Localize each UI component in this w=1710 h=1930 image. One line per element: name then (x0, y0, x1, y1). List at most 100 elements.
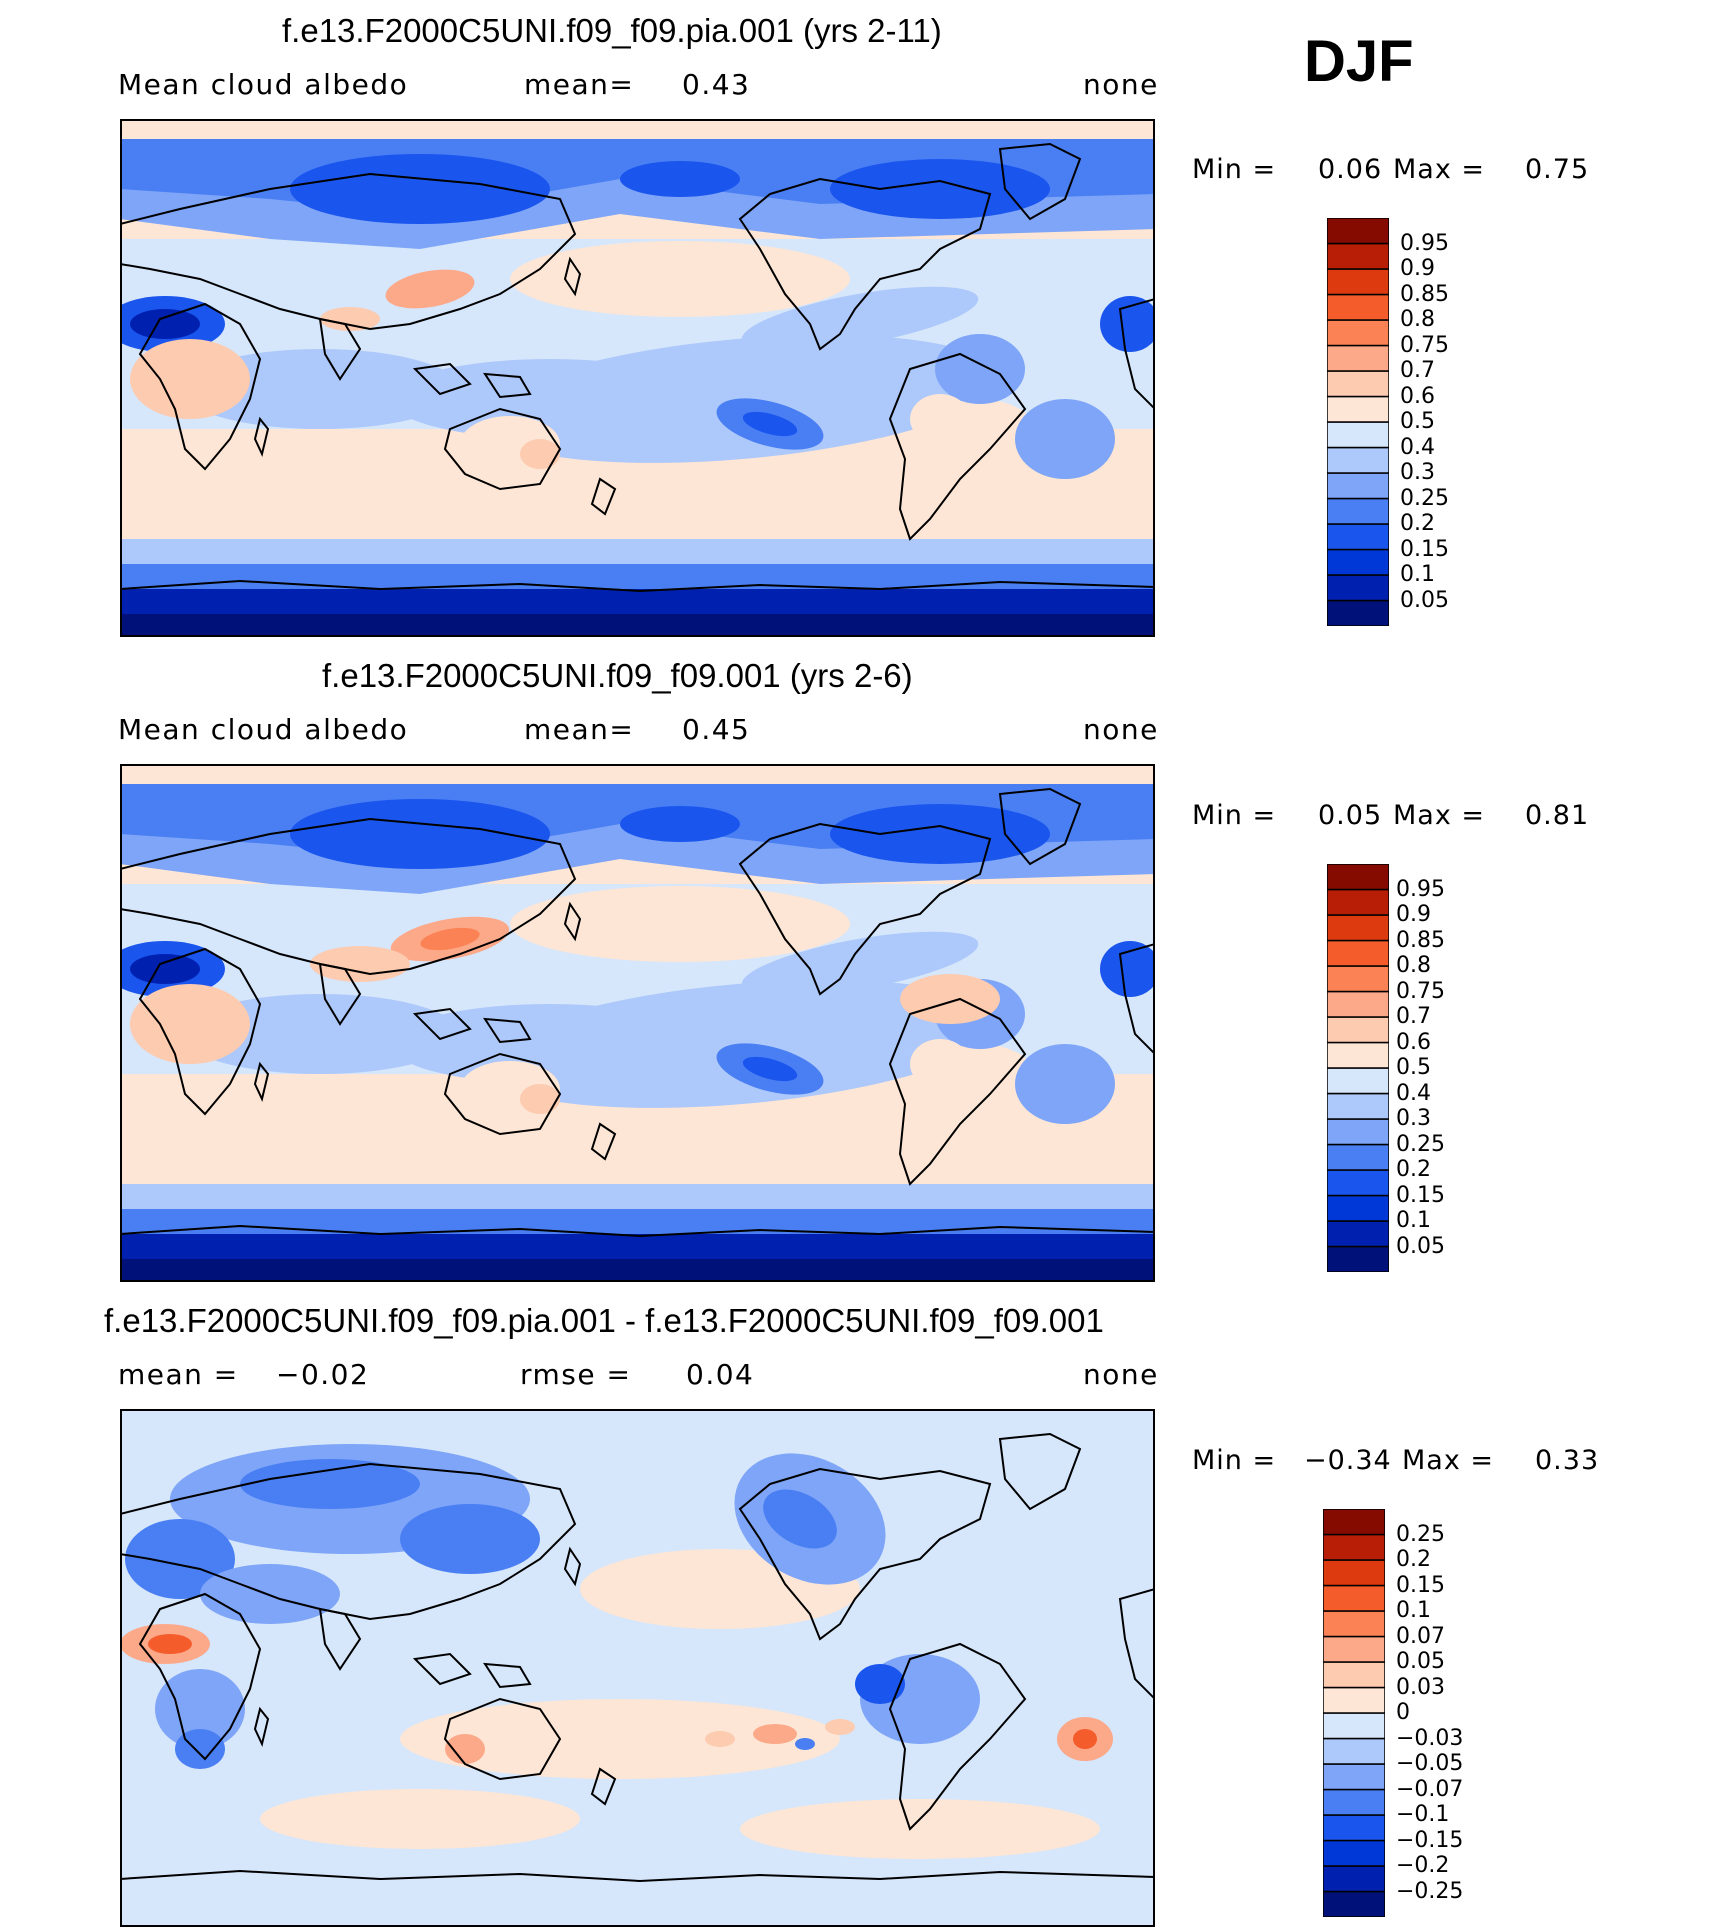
coastline (253, 1706, 270, 1748)
panel-3-mean-label: mean = (118, 1358, 239, 1391)
panel-3-max-label: Max = (1402, 1445, 1495, 1476)
coastline (888, 1642, 1027, 1831)
field-region (520, 1084, 560, 1114)
colorbar-swatch (1326, 1016, 1390, 1044)
colorbar-swatch (1322, 1865, 1386, 1893)
colorbar-swatch (1322, 1763, 1386, 1791)
colorbar-tick-label: 0.25 (1400, 485, 1449, 511)
panel-2-units: none (1083, 713, 1159, 746)
field-region (260, 1789, 580, 1849)
field-region (510, 886, 850, 962)
colorbar-tick-label: 0.4 (1400, 434, 1435, 460)
panel-3-colorbar-svg (1322, 1508, 1386, 1918)
colorbar-swatch (1322, 1559, 1386, 1587)
colorbar-swatch (1322, 1635, 1386, 1663)
panel-3-colorbar (1322, 1508, 1386, 1918)
colorbar-swatch (1326, 548, 1390, 576)
panel-2-max-label: Max = (1393, 800, 1486, 831)
colorbar-swatch (1326, 344, 1390, 372)
coastline (738, 822, 992, 996)
colorbar-swatch (1326, 1067, 1390, 1095)
colorbar-swatch (1326, 242, 1390, 270)
colorbar-swatch (1322, 1508, 1386, 1536)
colorbar-tick-label: 0.3 (1400, 460, 1435, 485)
colorbar-swatch (1326, 965, 1390, 993)
coastline (563, 256, 582, 297)
coastline (318, 962, 362, 1026)
colorbar-swatch (1326, 1143, 1390, 1171)
field-region (742, 1056, 798, 1082)
field-region (390, 359, 710, 439)
field-region (620, 161, 740, 197)
colorbar-tick-label: −0.25 (1396, 1878, 1464, 1904)
colorbar-swatch (1322, 1737, 1386, 1765)
map-frame (120, 1409, 1155, 1927)
field-region (1073, 1729, 1097, 1749)
colorbar-swatch (1326, 421, 1390, 449)
colorbar-tick-label: −0.1 (1396, 1802, 1450, 1827)
colorbar-tick-label: 0.05 (1396, 1233, 1445, 1259)
panel-2-colorbar (1326, 863, 1390, 1273)
field-region (130, 984, 250, 1064)
colorbar-tick-label: 0.2 (1396, 1547, 1431, 1572)
colorbar-tick-label: 0.6 (1396, 1029, 1431, 1055)
coastline (443, 1697, 562, 1781)
colorbar-swatch (1322, 1533, 1386, 1561)
colorbar-tick-label: 0.15 (1400, 536, 1449, 562)
colorbar-tick-label: 0.1 (1396, 1598, 1431, 1623)
colorbar-tick-label: 0.25 (1396, 1131, 1445, 1157)
coastline (483, 372, 532, 399)
coastline (1118, 942, 1155, 1056)
colorbar-tick-label: 0.95 (1396, 876, 1445, 902)
colorbar-tick-label: 0.7 (1396, 1004, 1431, 1029)
colorbar-tick-label: 0.5 (1396, 1055, 1431, 1080)
colorbar-swatch (1326, 472, 1390, 500)
season-label: DJF (1304, 29, 1414, 94)
colorbar-swatch (1326, 293, 1390, 321)
panel-1-min-label: Min = (1192, 154, 1277, 185)
colorbar-swatch (1326, 1092, 1390, 1120)
colorbar-tick-label: 0.5 (1400, 409, 1435, 434)
field-region (855, 1664, 905, 1704)
colorbar-swatch (1326, 370, 1390, 398)
panel-1-mean-value: 0.43 (682, 68, 751, 101)
colorbar-tick-label: −0.07 (1396, 1776, 1464, 1802)
colorbar-swatch (1326, 497, 1390, 525)
coastline (443, 407, 562, 491)
colorbar-tick-label: 0.75 (1400, 332, 1449, 358)
panel-2-colorbar-svg (1326, 863, 1390, 1273)
colorbar-swatch (1322, 1661, 1386, 1689)
colorbar-swatch (1326, 395, 1390, 423)
panel-1-colorbar-svg (1326, 217, 1390, 627)
field-region (385, 269, 475, 309)
panel-1-map (120, 119, 1155, 637)
colorbar-tick-label: 0.2 (1400, 511, 1435, 536)
colorbar-tick-label: 0.15 (1396, 1182, 1445, 1208)
coastline (483, 1017, 532, 1044)
field-region (620, 806, 740, 842)
coastline (120, 172, 577, 331)
coastline (412, 1652, 472, 1686)
colorbar-tick-label: 0.03 (1396, 1674, 1445, 1700)
colorbar-tick-label: 0.95 (1400, 230, 1449, 256)
colorbar-swatch (1322, 1839, 1386, 1867)
coastline (998, 787, 1082, 866)
field-region (445, 1734, 485, 1764)
field-region (741, 286, 979, 352)
panel-1-min-value: 0.06 (1318, 154, 1383, 185)
field-region (180, 349, 460, 429)
coastline (318, 1607, 362, 1671)
colorbar-swatch (1322, 1686, 1386, 1714)
field-region (390, 1004, 710, 1084)
field-region (200, 1564, 340, 1624)
colorbar-swatch (1326, 863, 1390, 891)
colorbar-swatch (1322, 1712, 1386, 1740)
colorbar-swatch (1326, 1194, 1390, 1222)
panel-2-mean-value: 0.45 (682, 713, 751, 746)
field-region (935, 334, 1025, 404)
panel-1-field-label: Mean cloud albedo (118, 68, 409, 101)
coastline (120, 1462, 577, 1621)
field-region (510, 241, 850, 317)
panel-1-colorbar (1326, 217, 1390, 627)
map-frame (120, 764, 1155, 1282)
